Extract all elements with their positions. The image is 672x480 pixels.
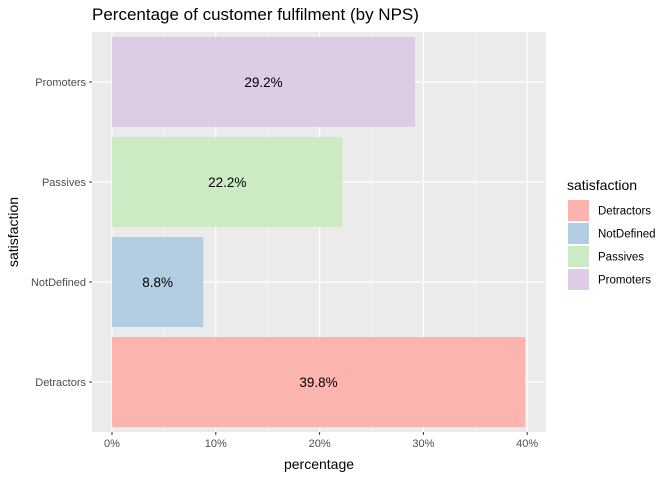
data-label-passives: 22.2% [208,175,246,190]
bar-passives [112,137,343,227]
legend-label-detractors: Detractors [598,206,651,218]
y-tick-label: Detractors [35,377,86,389]
bar-notdefined [112,237,204,327]
legend-swatch-detractors [568,200,589,221]
x-axis-title: percentage [284,456,354,472]
x-tick-label: 20% [309,438,331,450]
y-tick-label: Passives [42,177,87,189]
y-tick-label: NotDefined [31,277,86,289]
y-tick-label: Promoters [35,77,86,89]
legend-label-passives: Passives [598,252,644,264]
x-axis: 0% 10% 20% 30% 40% [104,432,538,450]
bar-promoters [112,37,416,127]
legend-swatch-notdefined [568,223,589,244]
chart-title: Percentage of customer fulfilment (by NP… [92,5,419,24]
legend-title: satisfaction [567,177,637,193]
x-tick-label: 10% [205,438,227,450]
y-axis: Detractors NotDefined Passives Promoters [31,77,92,389]
data-label-notdefined: 8.8% [142,275,173,290]
x-tick-label: 0% [104,438,120,450]
x-tick-label: 30% [412,438,434,450]
data-label-detractors: 39.8% [299,375,337,390]
x-tick-label: 40% [516,438,538,450]
data-labels: 39.8% 8.8% 22.2% 29.2% [142,75,337,390]
legend-swatch-passives [568,246,589,267]
bar-detractors [112,337,526,427]
legend-swatch-promoters [568,269,589,290]
legend: satisfaction Detractors NotDefined Passive… [567,177,656,291]
y-axis-title: satisfaction [5,197,21,267]
data-label-promoters: 29.2% [244,75,282,90]
legend-label-notdefined: NotDefined [598,229,656,241]
legend-label-promoters: Promoters [598,275,651,287]
bars [112,37,526,427]
